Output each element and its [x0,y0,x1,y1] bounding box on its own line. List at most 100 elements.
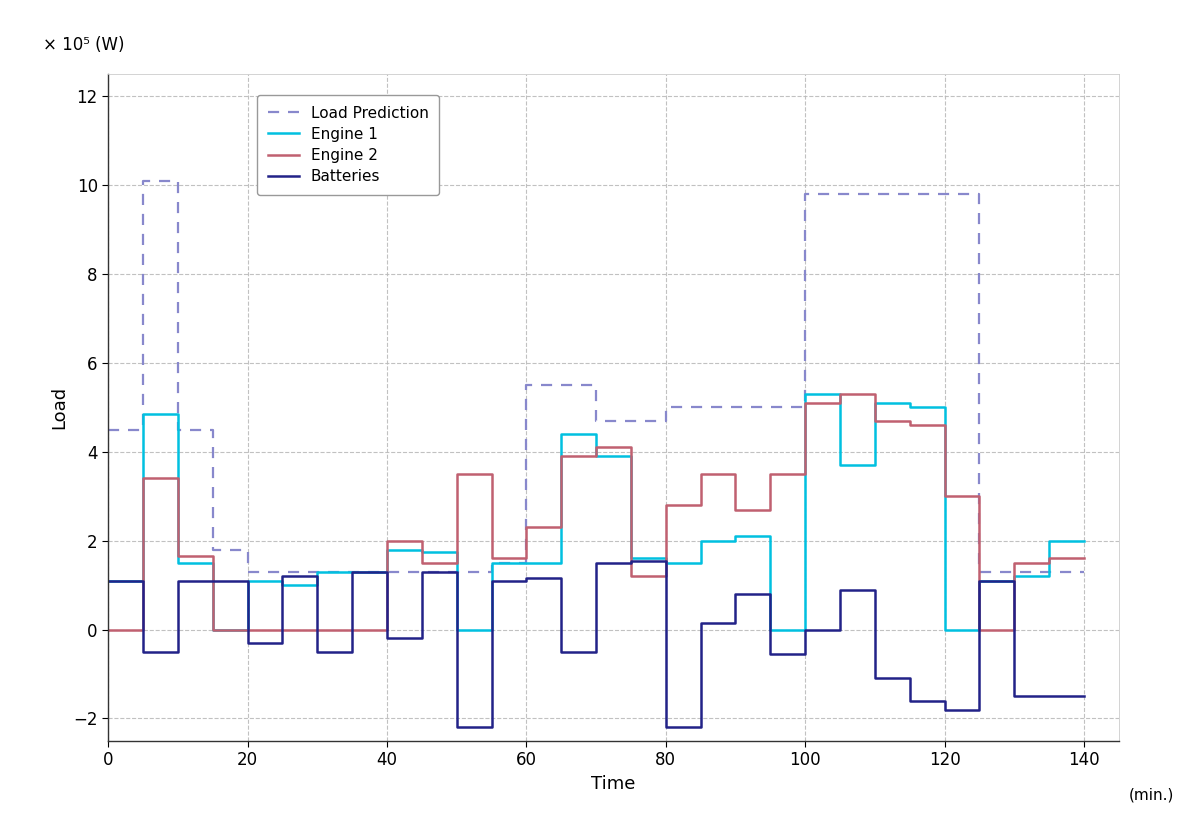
Batteries [937,704,952,714]
Engine 2 [380,536,395,546]
Engine 1 [206,625,220,635]
Engine 1 [520,558,534,568]
Batteries [206,576,220,586]
Load Prediction [623,416,638,425]
Engine 1 [937,625,952,635]
Load Prediction [555,380,569,390]
Engine 1 [415,547,429,557]
Engine 2 [902,421,917,430]
Load Prediction [485,558,499,568]
Load Prediction [450,567,464,577]
Load Prediction [763,402,777,412]
Engine 2 [555,451,569,461]
Load Prediction [241,567,255,577]
Text: (min.): (min.) [1128,788,1174,802]
Load Prediction [798,189,812,199]
Engine 2 [1007,558,1021,568]
Load Prediction [1007,567,1021,577]
Load Prediction [658,402,672,412]
Load Prediction [101,425,115,435]
Engine 1 [171,558,185,568]
Engine 1 [241,576,255,586]
Engine 1 [658,558,672,568]
Engine 1 [485,558,499,568]
Line: Engine 2: Engine 2 [108,394,1084,630]
Engine 1 [310,567,325,577]
Text: × 10⁵ (W): × 10⁵ (W) [42,36,124,54]
Engine 1 [450,625,464,635]
Load Prediction [1042,567,1056,577]
Line: Load Prediction: Load Prediction [108,181,1084,572]
Batteries [171,576,185,586]
Engine 2 [485,554,499,564]
Engine 2 [798,398,812,408]
Engine 1 [1007,571,1021,581]
Engine 2 [867,416,882,425]
Engine 2 [101,625,115,635]
Engine 2 [136,473,150,483]
Line: Batteries: Batteries [108,560,1084,728]
Engine 2 [728,504,742,514]
Engine 2 [658,500,672,510]
Batteries [101,576,115,586]
Load Prediction [415,567,429,577]
Engine 2 [241,625,255,635]
Batteries [798,625,812,635]
Batteries [485,576,499,586]
Batteries [1077,691,1091,701]
Engine 1 [902,402,917,412]
Batteries [415,567,429,577]
Load Prediction [345,567,360,577]
Engine 2 [972,625,986,635]
Batteries [380,634,395,644]
Load Prediction [275,567,290,577]
Engine 2 [520,523,534,532]
Engine 1 [101,576,115,586]
Batteries [972,576,986,586]
Load Prediction [937,189,952,199]
Batteries [1042,691,1056,701]
Load Prediction [310,567,325,577]
Engine 2 [310,625,325,635]
Y-axis label: Load: Load [49,386,67,429]
Batteries [832,584,847,594]
Engine 1 [555,429,569,439]
Batteries [310,647,325,657]
Batteries [345,567,360,577]
X-axis label: Time: Time [592,774,635,793]
Engine 1 [693,536,707,546]
Load Prediction [1077,567,1091,577]
Load Prediction [902,189,917,199]
Load Prediction [867,189,882,199]
Engine 1 [136,409,150,419]
Engine 2 [763,469,777,479]
Engine 2 [171,551,185,561]
Engine 2 [275,625,290,635]
Engine 1 [1077,536,1091,546]
Load Prediction [136,176,150,186]
Engine 2 [937,491,952,501]
Batteries [763,649,777,659]
Load Prediction [206,545,220,555]
Engine 2 [415,558,429,568]
Legend: Load Prediction, Engine 1, Engine 2, Batteries: Load Prediction, Engine 1, Engine 2, Bat… [257,95,439,195]
Load Prediction [972,567,986,577]
Batteries [867,673,882,683]
Engine 2 [206,625,220,635]
Batteries [693,618,707,628]
Batteries [555,647,569,657]
Batteries [136,647,150,657]
Engine 2 [450,469,464,479]
Batteries [728,589,742,599]
Engine 1 [972,576,986,586]
Batteries [450,723,464,732]
Engine 1 [623,554,638,564]
Engine 2 [1077,554,1091,564]
Load Prediction [380,567,395,577]
Batteries [241,638,255,648]
Engine 2 [1042,554,1056,564]
Batteries [275,571,290,581]
Engine 2 [693,469,707,479]
Engine 1 [832,460,847,470]
Batteries [1007,691,1021,701]
